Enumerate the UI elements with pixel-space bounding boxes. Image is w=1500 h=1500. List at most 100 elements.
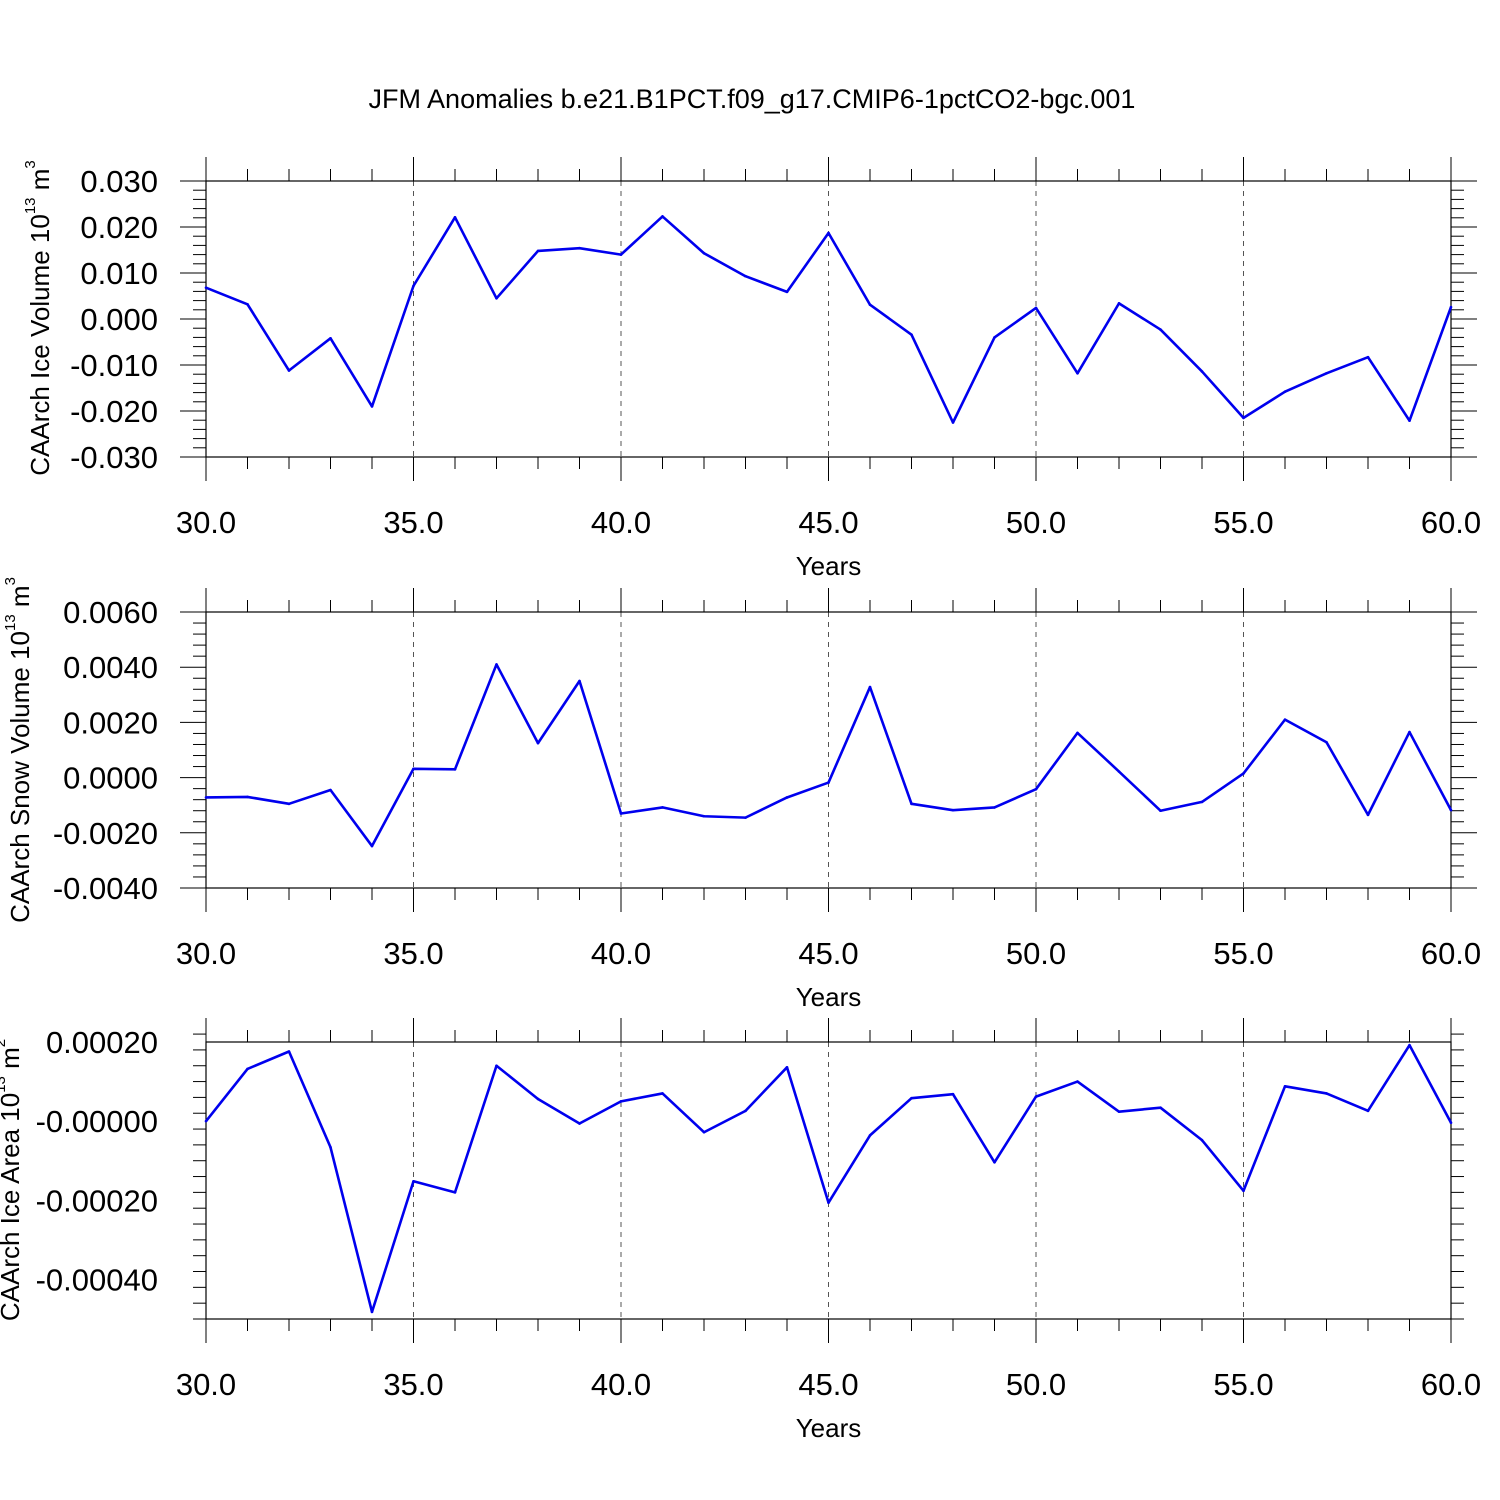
x-tick-label: 40.0 — [591, 1367, 651, 1402]
data-point — [619, 1100, 623, 1103]
data-point — [453, 1191, 457, 1194]
x-tick-label: 60.0 — [1421, 936, 1481, 971]
data-point — [1034, 306, 1038, 310]
y-tick-label: -0.030 — [70, 440, 158, 475]
data-point — [910, 1096, 913, 1100]
data-point — [785, 290, 789, 294]
data-point — [246, 1067, 249, 1071]
data-point — [1449, 305, 1453, 309]
data-point — [1117, 302, 1121, 305]
x-tick-label: 50.0 — [1006, 505, 1066, 540]
data-point — [868, 685, 872, 689]
data-point — [329, 788, 332, 792]
y-tick-label: 0.020 — [80, 210, 158, 245]
data-point — [661, 806, 664, 809]
x-tick-label: 45.0 — [798, 505, 858, 540]
data-point — [951, 421, 955, 424]
data-point — [619, 253, 623, 256]
data-point — [1076, 1080, 1079, 1083]
x-tick-label: 35.0 — [383, 505, 443, 540]
x-tick-label: 60.0 — [1421, 505, 1481, 540]
data-point — [370, 1310, 374, 1314]
data-point — [1283, 718, 1287, 721]
data-point — [702, 251, 706, 255]
x-axis-title: Years — [796, 1413, 862, 1443]
data-point — [578, 246, 581, 250]
data-point — [661, 1092, 664, 1095]
data-point — [536, 249, 540, 253]
data-point — [370, 844, 374, 848]
data-point — [785, 796, 789, 799]
data-point — [744, 816, 747, 819]
x-tick-label: 30.0 — [176, 505, 236, 540]
data-point — [495, 297, 498, 300]
data-point — [1117, 770, 1121, 773]
data-point — [287, 369, 291, 372]
x-tick-label: 55.0 — [1213, 505, 1273, 540]
data-point — [993, 806, 996, 809]
data-point — [578, 1122, 581, 1125]
data-point — [1366, 813, 1370, 817]
data-point — [1034, 787, 1038, 791]
data-point — [993, 1160, 996, 1164]
x-tick-label: 55.0 — [1213, 936, 1273, 971]
y-axis-title: CAArch Snow Volume 1013 m3 — [2, 577, 35, 923]
data-point — [619, 812, 623, 815]
data-point — [204, 796, 208, 799]
data-point — [1242, 1189, 1245, 1193]
data-point — [910, 333, 913, 336]
x-tick-label: 55.0 — [1213, 1367, 1273, 1402]
x-tick-label: 40.0 — [591, 936, 651, 971]
x-axis-title: Years — [796, 982, 862, 1012]
data-point — [412, 767, 415, 771]
x-tick-label: 35.0 — [383, 1367, 443, 1402]
x-tick-label: 50.0 — [1006, 1367, 1066, 1402]
x-tick-label: 30.0 — [176, 1367, 236, 1402]
data-point — [1076, 731, 1079, 735]
data-point — [329, 1145, 332, 1149]
chart-panel-3: -0.00040 -0.00020 -0.00000 0.00020 30.0 35.0 4… — [0, 1018, 1481, 1443]
data-point — [536, 741, 540, 745]
y-tick-label: 0.0000 — [63, 761, 158, 796]
data-point — [1283, 390, 1287, 393]
data-point — [578, 679, 581, 683]
y-tick-label: -0.0020 — [53, 816, 158, 851]
x-tick-label: 30.0 — [176, 936, 236, 971]
data-point — [827, 231, 830, 235]
chart-panel-1: -0.030 -0.020 -0.010 0.000 0.010 0.020 0.030 30… — [22, 157, 1481, 581]
data-point — [204, 1119, 208, 1123]
data-point — [1366, 355, 1370, 359]
data-point — [246, 795, 249, 799]
data-point — [536, 1097, 540, 1101]
data-point — [702, 814, 706, 818]
x-tick-label: 45.0 — [798, 936, 858, 971]
panels: -0.030 -0.020 -0.010 0.000 0.010 0.020 0.030 30… — [0, 157, 1481, 1443]
y-axis-title: CAArch Ice Area 1013 m2 — [0, 1039, 25, 1321]
data-point — [1408, 730, 1411, 734]
y-tick-label: 0.0020 — [63, 705, 158, 740]
data-point — [744, 1109, 747, 1113]
data-point — [1076, 371, 1079, 375]
y-tick-label: 0.030 — [80, 164, 158, 199]
y-tick-label: -0.00040 — [36, 1262, 158, 1297]
data-point — [1159, 328, 1162, 331]
data-point — [827, 1201, 830, 1204]
data-point — [1242, 416, 1245, 420]
y-tick-label: -0.00020 — [36, 1183, 158, 1218]
data-point — [785, 1066, 789, 1069]
data-point — [1408, 1043, 1411, 1047]
data-point — [1159, 1106, 1162, 1109]
data-point — [1200, 370, 1204, 373]
figure-title: JFM Anomalies b.e21.B1PCT.f09_g17.CMIP6-… — [369, 84, 1136, 114]
y-tick-label: -0.010 — [70, 348, 158, 383]
data-point — [287, 802, 291, 806]
data-point — [1325, 1092, 1328, 1095]
data-point — [1200, 1138, 1204, 1142]
data-point — [1449, 808, 1453, 812]
chart-panel-2: -0.0040 -0.0020 0.0000 0.0020 0.0040 0.0060 30… — [2, 577, 1481, 1012]
x-tick-label: 35.0 — [383, 936, 443, 971]
x-tick-label: 45.0 — [798, 1367, 858, 1402]
y-axis-title: CAArch Ice Volume 1013 m3 — [22, 160, 55, 476]
x-tick-label: 60.0 — [1421, 1367, 1481, 1402]
